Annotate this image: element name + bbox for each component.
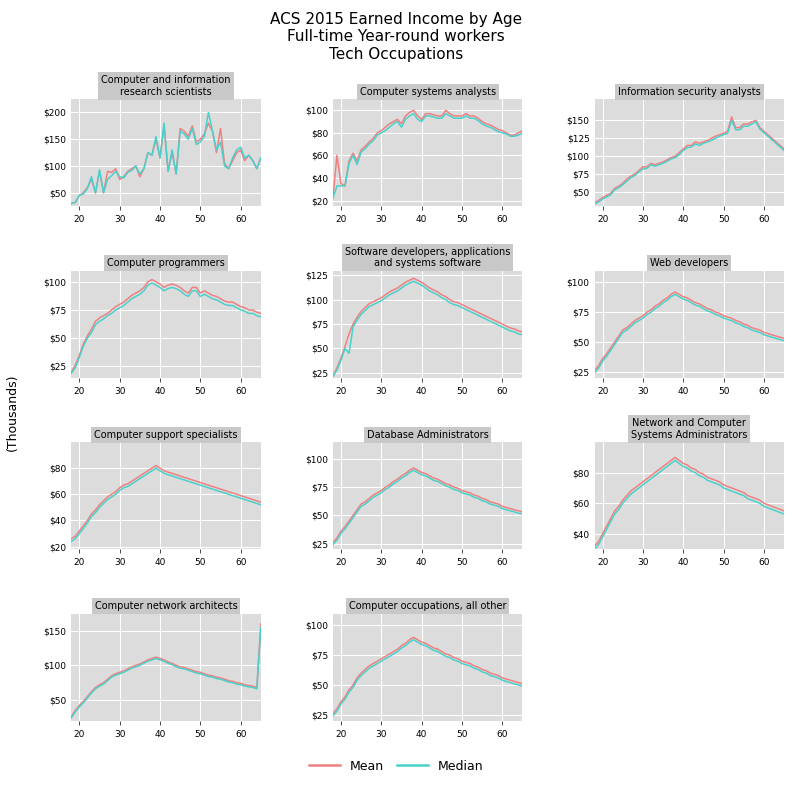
Title: Computer occupations, all other: Computer occupations, all other — [349, 601, 506, 611]
Title: Computer and information
research scientists: Computer and information research scient… — [101, 75, 230, 97]
Title: Computer support specialists: Computer support specialists — [94, 430, 238, 440]
Legend: Mean, Median: Mean, Median — [303, 755, 489, 778]
Title: Computer systems analysts: Computer systems analysts — [360, 87, 496, 97]
Text: ACS 2015 Earned Income by Age
Full-time Year-round workers
Tech Occupations: ACS 2015 Earned Income by Age Full-time … — [270, 12, 522, 62]
Title: Information security analysts: Information security analysts — [618, 87, 760, 97]
Text: (Thousands): (Thousands) — [6, 373, 18, 451]
Title: Software developers, applications
and systems software: Software developers, applications and sy… — [345, 247, 510, 268]
Title: Web developers: Web developers — [650, 258, 729, 268]
Title: Computer network architects: Computer network architects — [95, 601, 238, 611]
Title: Database Administrators: Database Administrators — [367, 430, 489, 440]
Title: Network and Computer
Systems Administrators: Network and Computer Systems Administrat… — [631, 418, 748, 440]
Title: Computer programmers: Computer programmers — [107, 258, 225, 268]
